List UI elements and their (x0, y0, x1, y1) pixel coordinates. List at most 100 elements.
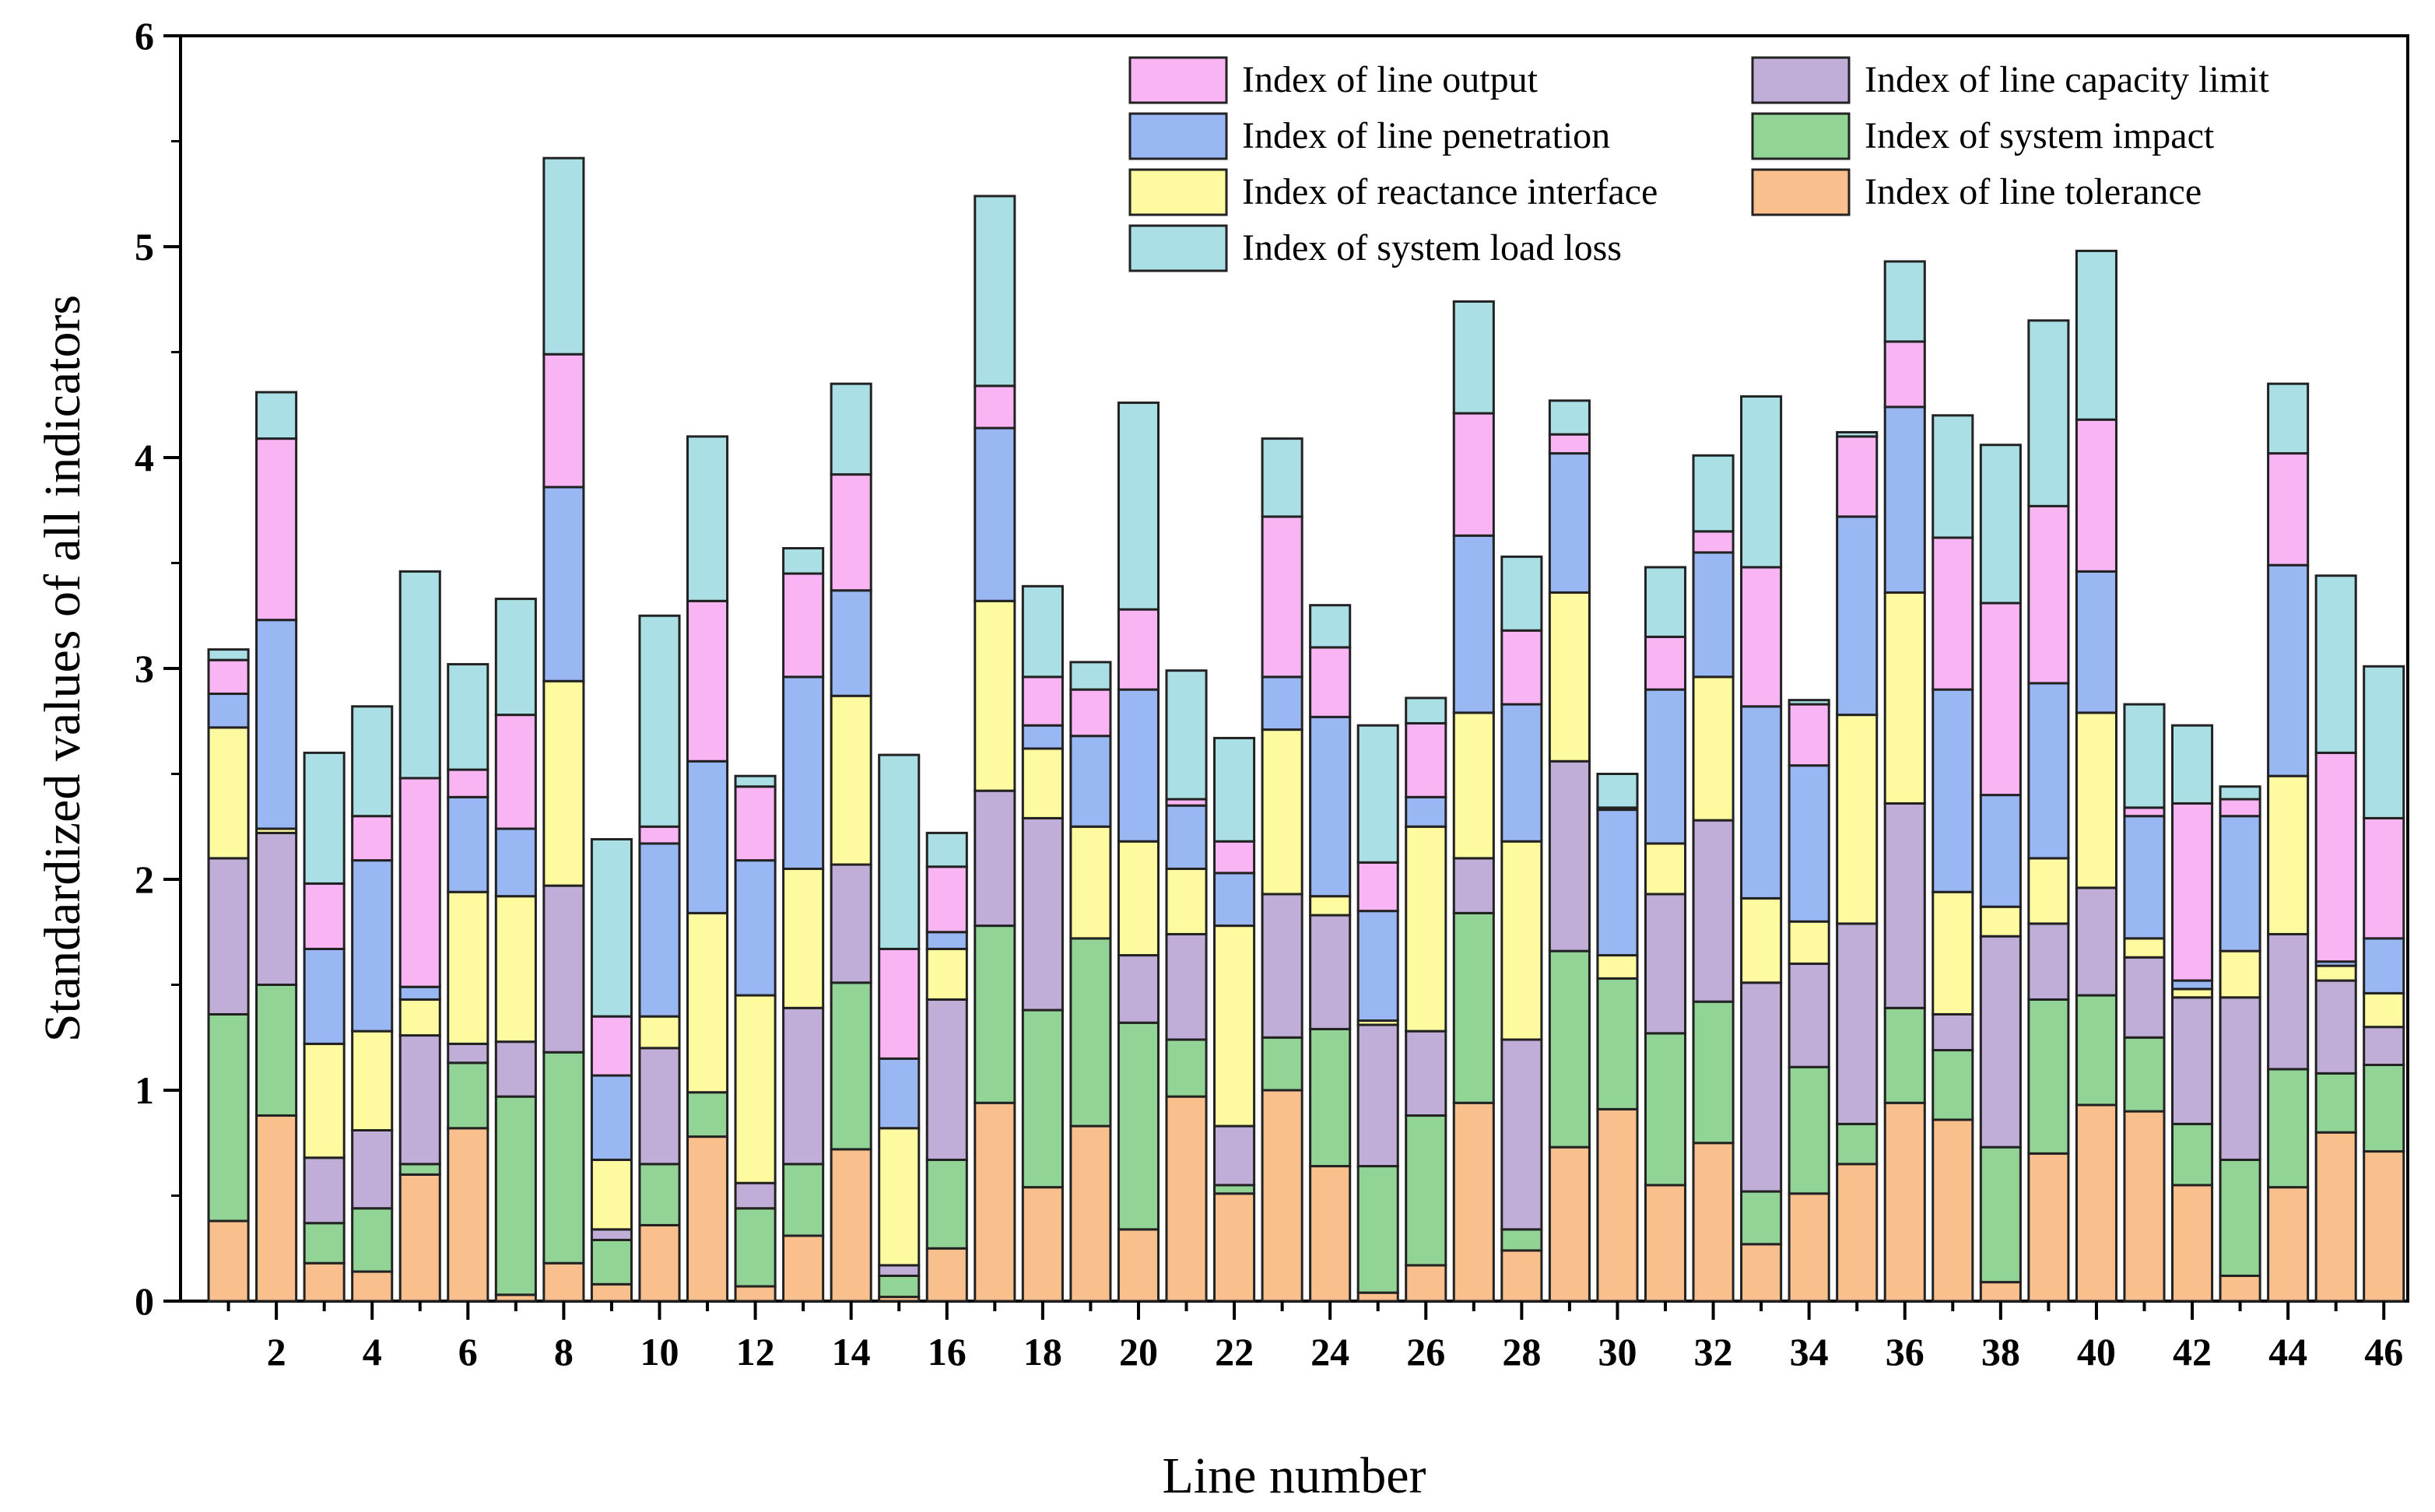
bar-line-41-series-7 (2123, 703, 2166, 809)
bar-line-17-series-7 (974, 195, 1016, 388)
bar-line-23-series-3 (1261, 893, 1303, 1039)
y-tick-label: 3 (135, 647, 154, 690)
bar-line-2-series-1 (255, 1114, 298, 1303)
x-tick-label: 18 (1023, 1330, 1062, 1373)
bar-line-11-series-4 (686, 911, 729, 1094)
bar-line-30-series-1 (1596, 1107, 1639, 1303)
bar-line-44-series-3 (2267, 932, 2310, 1071)
x-axis-title: Line number (1162, 1447, 1426, 1504)
legend-label-series-7: Index of system load loss (1242, 227, 1622, 268)
bar-line-35-series-3 (1836, 922, 1879, 1125)
bar-line-9-series-7 (590, 838, 633, 1018)
bar-line-27-series-2 (1452, 911, 1495, 1104)
bar-line-46-series-6 (2363, 816, 2405, 940)
bar-line-40-series-6 (2075, 418, 2117, 573)
bar-line-5-series-3 (398, 1034, 441, 1166)
x-tick-label: 26 (1406, 1330, 1445, 1373)
bar-line-37-series-1 (1932, 1118, 1974, 1303)
bar-line-31-series-4 (1644, 842, 1687, 896)
bar-line-24-series-1 (1309, 1165, 1352, 1303)
bar-line-40-series-7 (2075, 249, 2117, 421)
bar-line-8-series-5 (542, 486, 585, 682)
bar-line-16-series-5 (925, 931, 968, 950)
bar-line-19-series-2 (1069, 937, 1112, 1128)
bar-line-8-series-1 (542, 1261, 585, 1303)
bar-line-5-series-1 (398, 1173, 441, 1303)
bar-line-43-series-2 (2219, 1158, 2261, 1277)
bar-line-6-series-1 (447, 1127, 489, 1303)
bar-line-2-series-7 (255, 391, 298, 440)
bar-line-10-series-6 (638, 825, 681, 845)
bar-line-40-series-3 (2075, 886, 2117, 997)
bar-line-32-series-6 (1692, 530, 1735, 554)
bar-line-35-series-2 (1836, 1122, 1879, 1166)
bar-line-16-series-6 (925, 865, 968, 934)
bar-line-21-series-2 (1165, 1038, 1208, 1098)
bar-line-6-series-7 (447, 663, 489, 771)
bar-line-21-series-4 (1165, 867, 1208, 935)
bar-line-11-series-6 (686, 599, 729, 763)
legend-swatch-series-3 (1751, 56, 1851, 104)
bar-line-3-series-5 (303, 947, 346, 1045)
legend-swatch-series-2 (1751, 112, 1851, 160)
bar-line-26-series-7 (1405, 696, 1447, 724)
bar-line-25-series-2 (1356, 1165, 1399, 1294)
bar-line-23-series-5 (1261, 675, 1303, 731)
bar-line-41-series-3 (2123, 956, 2166, 1039)
bar-line-34-series-1 (1788, 1192, 1830, 1303)
bar-line-11-series-1 (686, 1135, 729, 1303)
bar-line-32-series-1 (1692, 1142, 1735, 1303)
bar-line-34-series-4 (1788, 920, 1830, 965)
bar-line-7-series-4 (494, 895, 537, 1044)
bar-line-19-series-1 (1069, 1124, 1112, 1303)
bar-line-3-series-6 (303, 882, 346, 950)
bar-line-43-series-7 (2219, 785, 2261, 801)
bar-line-10-series-5 (638, 842, 681, 1018)
bar-line-46-series-4 (2363, 991, 2405, 1029)
bar-line-29-series-2 (1548, 949, 1591, 1149)
bar-line-30-series-7 (1596, 773, 1639, 809)
bar-line-17-series-4 (974, 599, 1016, 792)
bar-line-43-series-6 (2219, 798, 2261, 818)
bar-line-35-series-6 (1836, 435, 1879, 518)
bar-line-39-series-5 (2027, 682, 2070, 860)
x-tick-label: 36 (1886, 1330, 1924, 1373)
bar-line-37-series-7 (1932, 414, 1974, 539)
bar-line-44-series-7 (2267, 382, 2310, 455)
bar-line-25-series-1 (1356, 1291, 1399, 1303)
bar-line-36-series-6 (1883, 340, 1926, 409)
bar-line-40-series-1 (2075, 1103, 2117, 1303)
bar-line-25-series-5 (1356, 910, 1399, 1023)
bar-line-5-series-6 (398, 777, 441, 988)
bar-line-2-series-2 (255, 984, 298, 1117)
bar-line-15-series-4 (878, 1127, 921, 1267)
bar-line-34-series-7 (1788, 699, 1830, 706)
bar-line-8-series-2 (542, 1051, 585, 1265)
legend-swatch-series-4 (1128, 168, 1228, 216)
bar-line-15-series-3 (878, 1264, 921, 1277)
bar-line-42-series-6 (2170, 802, 2214, 982)
bar-line-1-series-2 (207, 1012, 250, 1223)
x-tick-label: 4 (363, 1330, 382, 1373)
bar-line-43-series-3 (2219, 996, 2261, 1161)
bar-line-33-series-7 (1740, 395, 1783, 569)
x-tick-label: 44 (2268, 1330, 2307, 1373)
x-tick-label: 20 (1119, 1330, 1158, 1373)
bar-line-41-series-5 (2123, 815, 2166, 940)
bar-line-26-series-3 (1405, 1030, 1447, 1117)
bar-line-17-series-2 (974, 924, 1016, 1104)
bar-line-5-series-4 (398, 998, 441, 1037)
bar-line-21-series-1 (1165, 1095, 1208, 1303)
bar-line-20-series-4 (1117, 840, 1160, 957)
y-tick-label: 4 (135, 436, 154, 479)
bar-line-38-series-6 (1979, 602, 2022, 797)
bar-line-31-series-2 (1644, 1032, 1687, 1187)
bar-line-25-series-7 (1356, 724, 1399, 864)
bar-line-39-series-6 (2027, 504, 2070, 685)
bar-line-31-series-3 (1644, 893, 1687, 1035)
bar-line-25-series-6 (1356, 861, 1399, 913)
bar-line-28-series-5 (1500, 703, 1543, 843)
bar-line-22-series-7 (1213, 736, 1256, 843)
bar-line-7-series-2 (494, 1095, 537, 1296)
